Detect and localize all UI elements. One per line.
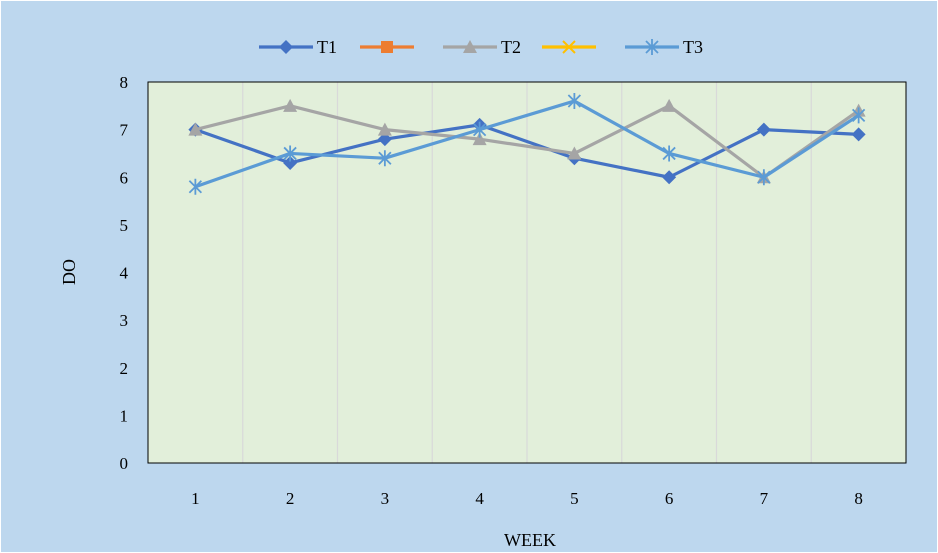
y-tick-label: 1 bbox=[120, 406, 129, 425]
data-point bbox=[562, 40, 576, 54]
x-tick-label: 3 bbox=[381, 489, 390, 508]
data-point bbox=[283, 98, 298, 112]
x-axis-title: WEEK bbox=[504, 530, 556, 550]
data-point bbox=[188, 178, 203, 195]
x-tick-label: 2 bbox=[286, 489, 295, 508]
data-point bbox=[662, 170, 677, 185]
x-axis-ticks: 1 2 3 4 5 6 7 8 bbox=[191, 489, 863, 508]
series-t3 bbox=[188, 93, 866, 195]
data-point bbox=[463, 40, 477, 53]
legend-label: T2 bbox=[501, 37, 521, 57]
y-tick-label: 8 bbox=[120, 73, 129, 92]
legend-entry: T3 bbox=[625, 37, 703, 57]
y-tick-label: 6 bbox=[120, 168, 129, 187]
x-tick-label: 1 bbox=[191, 489, 200, 508]
data-point bbox=[851, 107, 866, 124]
legend-entry: T1 bbox=[259, 37, 337, 57]
data-point bbox=[851, 127, 866, 142]
y-tick-label: 5 bbox=[120, 216, 129, 235]
data-point bbox=[472, 132, 487, 146]
data-point bbox=[662, 145, 676, 162]
x-tick-label: 8 bbox=[854, 489, 863, 508]
x-tick-label: 5 bbox=[570, 489, 579, 508]
y-axis-ticks: 0 1 2 3 4 5 6 7 8 bbox=[120, 73, 129, 473]
series-line bbox=[194, 104, 860, 179]
data-point bbox=[662, 98, 677, 112]
plot-area-border bbox=[147, 81, 907, 464]
legend-entry: T2 bbox=[443, 37, 521, 57]
y-tick-label: 4 bbox=[120, 264, 129, 283]
data-point bbox=[757, 169, 771, 186]
data-point bbox=[188, 122, 203, 136]
data-point bbox=[472, 121, 487, 138]
data-point bbox=[567, 93, 582, 110]
legend-label: T3 bbox=[683, 37, 703, 57]
series-t2 bbox=[188, 98, 866, 184]
legend-entry bbox=[542, 40, 596, 54]
y-axis-title: DO bbox=[59, 259, 79, 285]
data-point bbox=[377, 132, 392, 147]
data-point bbox=[283, 145, 297, 162]
data-point bbox=[567, 146, 582, 160]
series-group bbox=[188, 93, 866, 195]
data-point bbox=[279, 40, 293, 54]
series-line bbox=[194, 123, 859, 179]
y-tick-label: 3 bbox=[120, 311, 129, 330]
x-tick-label: 4 bbox=[475, 489, 484, 508]
data-point bbox=[645, 39, 659, 55]
x-tick-label: 7 bbox=[760, 489, 769, 508]
y-tick-label: 7 bbox=[120, 121, 129, 140]
y-tick-label: 2 bbox=[120, 359, 129, 378]
series-line bbox=[194, 99, 860, 189]
data-point bbox=[283, 155, 298, 170]
data-point bbox=[377, 122, 392, 136]
x-tick-label: 6 bbox=[665, 489, 674, 508]
y-tick-label: 0 bbox=[120, 454, 129, 473]
data-point bbox=[381, 41, 393, 53]
legend: T1 T2 T3 bbox=[259, 37, 703, 57]
legend-entry bbox=[360, 41, 414, 53]
data-point bbox=[756, 122, 771, 137]
legend-label: T1 bbox=[317, 37, 337, 57]
data-point bbox=[378, 150, 392, 167]
series-t1 bbox=[188, 117, 866, 185]
